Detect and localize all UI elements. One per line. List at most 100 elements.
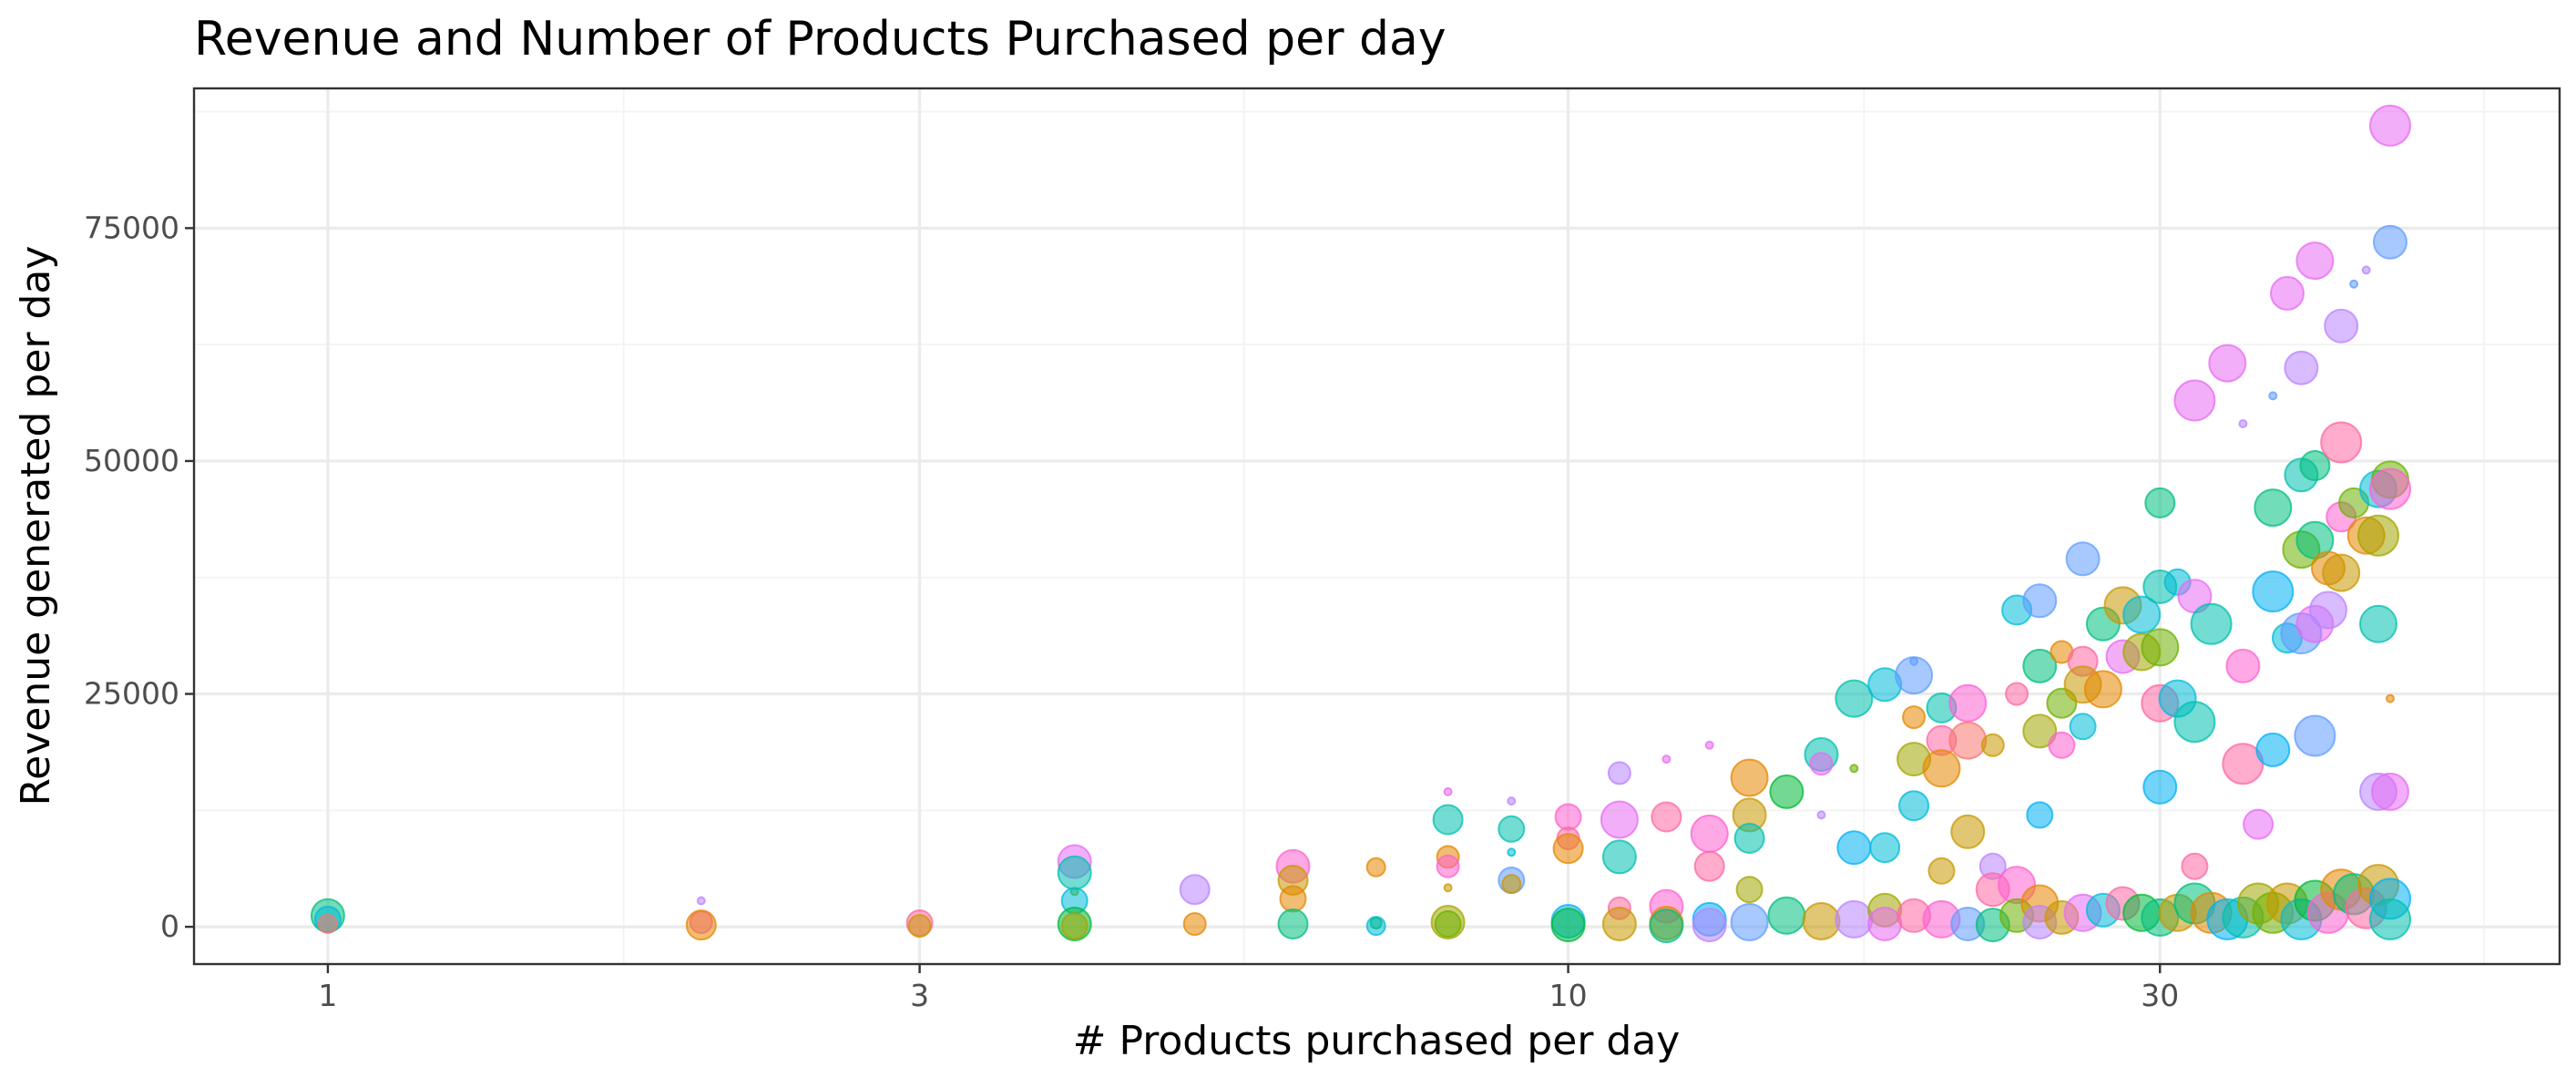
data-point	[2309, 590, 2347, 630]
data-point	[1809, 752, 1834, 776]
x-tick-label: 1	[318, 978, 337, 1013]
data-point	[1767, 896, 1806, 935]
data-point	[1769, 774, 1804, 809]
data-point	[1498, 815, 1526, 843]
data-point	[1948, 683, 1988, 723]
data-point	[1507, 796, 1517, 806]
data-point	[1835, 679, 1874, 718]
data-point	[1443, 883, 1453, 893]
data-point	[2359, 604, 2397, 643]
data-point	[1365, 857, 1386, 878]
data-point	[2254, 488, 2293, 528]
axes: 1 3 10 30 0 25000 50000 75000	[84, 210, 2179, 1013]
data-point	[2173, 701, 2216, 744]
data-point	[1661, 754, 1671, 765]
data-point	[2299, 450, 2331, 481]
data-point	[1836, 830, 1872, 866]
data-point	[2022, 583, 2058, 619]
data-point	[1600, 800, 1639, 839]
data-point	[1802, 902, 1841, 940]
data-points	[310, 104, 2411, 944]
data-point	[2284, 350, 2319, 385]
data-point	[2022, 648, 2058, 683]
data-point	[2190, 602, 2233, 645]
data-point	[2069, 713, 2097, 741]
data-point	[2369, 467, 2411, 510]
panel-border	[192, 87, 2561, 966]
data-point	[1950, 814, 1986, 849]
data-point	[1692, 908, 1727, 943]
data-point	[1835, 899, 1874, 939]
data-point	[1060, 912, 1089, 940]
data-point	[2270, 275, 2305, 311]
data-point	[2294, 714, 2336, 757]
data-point	[317, 914, 338, 934]
data-point	[1554, 803, 1582, 831]
data-point	[1501, 874, 1522, 895]
x-tick-label: 3	[910, 978, 929, 1013]
x-tick-label: 10	[1549, 978, 1588, 1013]
data-point	[907, 914, 932, 939]
data-point	[1436, 854, 1460, 878]
data-point	[2048, 731, 2076, 759]
data-point	[1902, 705, 1927, 730]
y-axis-title: Revenue generated per day	[13, 246, 59, 806]
data-point	[1601, 907, 1637, 941]
data-point	[1735, 876, 1763, 904]
data-point	[1869, 832, 1901, 864]
data-point	[2225, 648, 2261, 683]
data-point	[1733, 823, 1765, 854]
data-point	[2373, 224, 2407, 260]
data-point	[2238, 419, 2248, 428]
data-point	[2173, 379, 2216, 422]
data-point	[1550, 908, 1586, 943]
data-point	[2386, 693, 2395, 703]
data-point	[2295, 241, 2335, 281]
data-point	[2208, 344, 2247, 383]
data-point	[2361, 265, 2371, 275]
data-point	[685, 909, 717, 941]
data-point	[2065, 541, 2101, 577]
data-point	[1690, 814, 1729, 853]
data-point	[1898, 790, 1930, 822]
data-point	[1443, 786, 1453, 796]
data-point	[1279, 885, 1307, 913]
data-point	[1277, 908, 1309, 939]
y-tick-label: 75000	[84, 210, 179, 245]
x-axis-title: # Products purchased per day	[1073, 1018, 1681, 1064]
data-point	[1432, 804, 1464, 836]
data-point	[1552, 833, 1584, 865]
data-point	[1179, 874, 1211, 906]
data-point	[2141, 628, 2180, 667]
data-point	[2322, 553, 2361, 592]
data-point	[1601, 839, 1637, 875]
data-point	[2144, 487, 2176, 518]
data-point	[2324, 308, 2359, 344]
data-point	[2255, 732, 2291, 767]
y-tick-label: 50000	[84, 443, 179, 478]
data-point	[2005, 682, 2029, 706]
data-point	[1867, 907, 1903, 941]
data-point	[1182, 912, 1207, 936]
data-point	[2369, 898, 2411, 940]
data-point	[1704, 740, 1714, 750]
data-point	[1693, 850, 1725, 882]
data-point	[1607, 761, 1631, 785]
grid-lines	[194, 88, 2560, 964]
data-point	[2349, 279, 2359, 289]
data-point	[1922, 749, 1961, 788]
data-point	[1816, 810, 1826, 820]
data-point	[1980, 733, 2005, 757]
x-tick-label: 30	[2141, 978, 2179, 1013]
data-point	[1730, 903, 1769, 941]
y-tick-label: 0	[160, 908, 179, 944]
data-point	[1948, 721, 1988, 760]
data-point	[2371, 772, 2409, 811]
data-point	[1651, 801, 1682, 833]
data-point	[2142, 769, 2178, 805]
data-point	[2022, 713, 2058, 749]
data-point	[1895, 656, 1934, 695]
data-point	[2252, 570, 2295, 613]
